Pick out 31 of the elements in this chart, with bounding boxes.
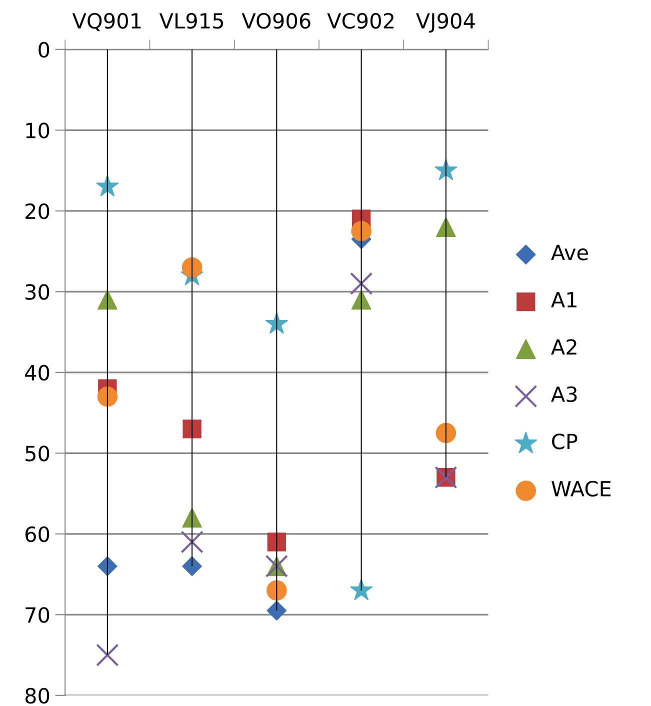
point	[182, 257, 202, 278]
x-tick-label: VC902	[327, 12, 394, 29]
point	[97, 386, 118, 407]
y-tick-label: 40	[25, 364, 50, 381]
point	[266, 580, 287, 601]
y-tick-label: 10	[26, 122, 50, 138]
x-tick-label: VQ901	[72, 12, 141, 32]
y-tick-label: 60	[25, 526, 50, 542]
y-tick-label: 0	[38, 42, 50, 58]
legend-label: A3	[551, 386, 577, 402]
y-tick-label: 70	[26, 607, 50, 623]
y-tick-label: 50	[26, 446, 50, 462]
legend-label: WACE	[552, 480, 611, 497]
x-tick-label: VJ904	[416, 12, 475, 33]
point	[96, 644, 119, 666]
point	[436, 422, 456, 444]
point	[267, 532, 286, 552]
legend-label: A1	[551, 292, 576, 308]
legend-label: CP	[552, 434, 578, 450]
legend-label: Ave	[551, 244, 588, 260]
point	[182, 556, 202, 576]
legend-label: A2	[551, 339, 576, 355]
point	[182, 420, 202, 438]
y-tick-label: 20	[26, 203, 50, 220]
x-tick-label: VL915	[159, 12, 224, 29]
point	[266, 600, 287, 620]
point	[350, 578, 373, 600]
point	[351, 220, 372, 242]
x-tick-label: VO906	[242, 12, 310, 29]
y-tick-label: 30	[26, 284, 50, 300]
y-tick-label: 80	[25, 688, 50, 704]
